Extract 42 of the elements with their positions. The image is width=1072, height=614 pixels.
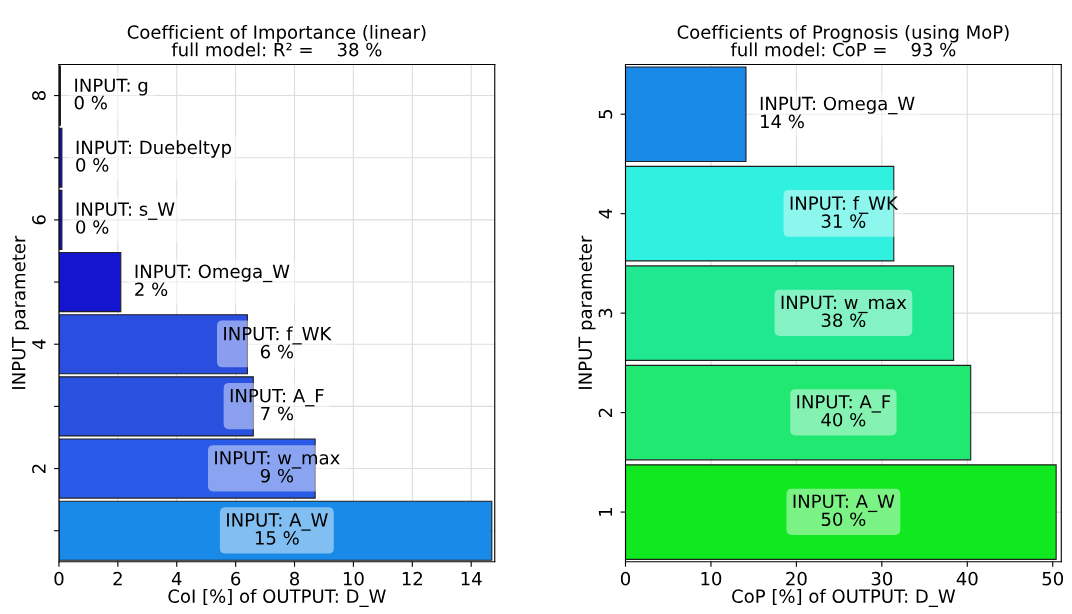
x-tick-label: 30	[871, 571, 893, 586]
data-label: INPUT: g 0 %	[74, 78, 148, 110]
y-axis-title: INPUT parameter	[578, 235, 596, 389]
x-tick-label: 6	[231, 571, 241, 586]
data-label: INPUT: f_WK 31 %	[790, 195, 899, 228]
data-label: INPUT: w_max 38 %	[781, 295, 907, 328]
x-tick-label: 50	[1042, 571, 1064, 586]
data-label: INPUT: A_F 7 %	[230, 388, 324, 421]
y-tick-label: 2	[598, 408, 613, 418]
data-label: INPUT: Duebeltyp 0 %	[76, 140, 232, 172]
x-tick-label: 14	[461, 572, 482, 586]
y-axis-title: INPUT parameter	[12, 235, 29, 389]
data-label: INPUT: w_max 9 %	[215, 451, 340, 483]
y-tick-label: 2	[32, 464, 46, 473]
x-tick-label: 2	[113, 571, 122, 586]
x-tick-label: 10	[343, 571, 364, 586]
x-tick-label: 0	[54, 571, 64, 586]
y-tick-label: 4	[32, 339, 46, 350]
x-tick-label: 10	[701, 571, 722, 586]
data-label: INPUT: A_W 15 %	[227, 513, 328, 545]
y-tick-label: 4	[598, 208, 613, 219]
x-axis-title: CoI [%] of OUTPUT: D_W	[168, 589, 386, 607]
data-label: INPUT: A_W 50 %	[793, 494, 895, 527]
chart-title: Coefficients of Prognosis (using MoP) full model: CoP = 93 %	[677, 24, 1009, 57]
x-tick-label: 0	[620, 571, 631, 586]
data-label: INPUT: f_WK 6 %	[224, 326, 332, 359]
x-tick-label: 20	[786, 571, 807, 586]
data-label: INPUT: Omega_W 14 %	[760, 96, 915, 129]
x-tick-label: 40	[956, 571, 978, 586]
y-tick-label: 3	[598, 308, 613, 318]
y-tick-label: 5	[598, 110, 613, 119]
x-tick-label: 4	[171, 572, 182, 586]
data-label: INPUT: Omega_W 2 %	[135, 264, 290, 297]
y-tick-label: 8	[32, 91, 46, 101]
x-tick-label: 8	[290, 571, 300, 586]
x-tick-label: 12	[402, 571, 422, 586]
x-axis-title: CoP [%] of OUTPUT: D_W	[732, 589, 956, 607]
data-label: INPUT: s_W 0 %	[76, 202, 175, 234]
y-tick-label: 1	[598, 508, 613, 516]
data-label: INPUT: A_F 40 %	[797, 395, 891, 427]
y-tick-label: 6	[32, 215, 46, 225]
chart-title: Coefficient of Importance (linear) full model: R² = 38 %	[127, 24, 426, 57]
